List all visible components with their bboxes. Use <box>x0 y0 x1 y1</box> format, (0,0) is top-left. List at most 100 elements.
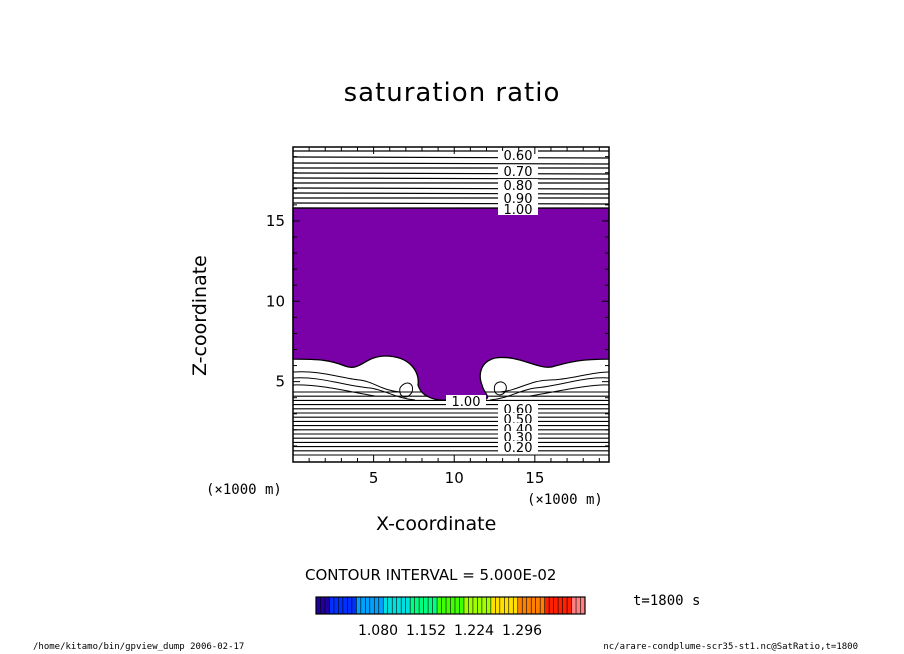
colorbar-tick-label: 1.152 <box>406 623 446 639</box>
contour-label: 0.70 <box>504 165 533 180</box>
colorbar-cell <box>338 597 344 614</box>
colorbar-cell <box>508 597 514 614</box>
colorbar-cell <box>558 597 564 614</box>
colorbar-cell <box>490 597 496 614</box>
contour-line-upper <box>292 187 610 190</box>
colorbar-cell <box>486 597 492 614</box>
colorbar-cell <box>580 597 586 614</box>
colorbar-cell <box>320 597 326 614</box>
colorbar-cell <box>446 597 451 614</box>
contour-line-upper <box>292 172 610 175</box>
plot-frame <box>292 146 610 463</box>
colorbar-cell <box>369 597 375 614</box>
colorbar-tick-label: 1.224 <box>454 623 494 639</box>
contour-label-bg <box>498 431 538 443</box>
contour-line-wave <box>529 384 610 397</box>
colorbar-cell <box>329 597 335 614</box>
colorbar-cell <box>499 597 505 614</box>
colorbar-cell <box>378 597 384 614</box>
colorbar-cell <box>316 597 321 614</box>
colorbar-cell <box>477 597 483 614</box>
colorbar-cell <box>504 597 510 614</box>
colorbar-cell <box>401 597 407 614</box>
y-axis-label: Z-coordinate <box>189 255 211 376</box>
colorbar-cell <box>351 597 357 614</box>
colorbar-cell <box>454 597 460 614</box>
colorbar-cell <box>468 597 474 614</box>
colorbar-cell <box>405 597 411 614</box>
colorbar-cell <box>567 597 573 614</box>
colorbar-cell <box>428 597 434 614</box>
contour-label: 0.60 <box>504 149 533 164</box>
contour-interval-label: CONTOUR INTERVAL = 5.000E-02 <box>305 566 557 584</box>
colorbar-cell <box>356 597 362 614</box>
x-tick-label: 10 <box>445 469 464 487</box>
colorbar-cell <box>544 597 550 614</box>
colorbar-cell <box>517 597 523 614</box>
contour-label-bg <box>498 179 538 191</box>
colorbar-cell <box>535 597 541 614</box>
colorbar-cell <box>347 597 353 614</box>
colorbar-cell <box>495 597 501 614</box>
contour-line-upper <box>292 156 610 159</box>
colorbar-cell <box>571 597 577 614</box>
colorbar-cell <box>463 597 469 614</box>
colorbar-cell <box>450 597 456 614</box>
contour-label-bg <box>498 441 538 453</box>
contour-line-wave <box>489 377 610 401</box>
contour-line-wave <box>292 384 376 397</box>
x-tick-label: 15 <box>525 469 544 487</box>
x-tick-label: 5 <box>369 469 379 487</box>
contour-label-bg <box>498 192 538 204</box>
colorbar-cell <box>410 597 416 614</box>
contour-line-upper <box>292 202 610 205</box>
y-tick-label: 5 <box>275 373 285 391</box>
contour-line-wave <box>499 371 610 393</box>
contour-label: 1.00 <box>452 395 481 410</box>
contour-label-bg <box>498 149 538 161</box>
footer-left: /home/kitamo/bin/gpview_dump 2006-02-17 <box>33 642 245 652</box>
colorbar-cell <box>513 597 519 614</box>
colorbar-cell <box>324 597 330 614</box>
colorbar-cell <box>526 597 532 614</box>
colorbar-cell <box>481 597 487 614</box>
colorbar-tick-label: 1.296 <box>502 623 542 639</box>
colorbar-cell <box>437 597 443 614</box>
colorbar-cell <box>387 597 393 614</box>
colorbar-cell <box>459 597 465 614</box>
colorbar-cell <box>562 597 568 614</box>
contour-line-wave <box>399 382 414 398</box>
colorbar-cell <box>396 597 402 614</box>
colorbar-cell <box>553 597 559 614</box>
contour-label-bg <box>498 413 538 425</box>
colorbar-cell <box>392 597 398 614</box>
y-axis-unit: (×1000 m) <box>206 482 282 498</box>
contour-label-bg <box>498 203 538 215</box>
colorbar-cell <box>576 597 582 614</box>
contour-label: 0.80 <box>504 179 533 194</box>
y-tick-label: 10 <box>266 292 285 310</box>
contour-label-bg <box>498 165 538 177</box>
contour-line-wave <box>493 381 507 396</box>
colorbar-tick-label: 1.080 <box>358 623 398 639</box>
contour-label: 0.20 <box>504 441 533 456</box>
filled-region <box>292 207 610 401</box>
colorbar-cell <box>522 597 528 614</box>
contour-line-upper <box>292 192 610 195</box>
y-tick-label: 15 <box>266 212 285 230</box>
footer-right: nc/arare-condplume-scr35-st1.nc@SatRatio… <box>603 642 858 652</box>
colorbar-cell <box>472 597 478 614</box>
colorbar-cell <box>441 597 447 614</box>
colorbar-cell <box>423 597 429 614</box>
colorbar-cell <box>540 597 546 614</box>
colorbar-cell <box>360 597 366 614</box>
x-axis-label: X-coordinate <box>376 513 497 535</box>
colorbar-cell <box>365 597 371 614</box>
contour-label-bg <box>446 395 486 407</box>
colorbar-cell <box>383 597 389 614</box>
contour-label-bg <box>498 403 538 415</box>
colorbar-cell <box>342 597 348 614</box>
contour-label: 1.00 <box>504 203 533 218</box>
contour-line-wave <box>292 377 416 401</box>
